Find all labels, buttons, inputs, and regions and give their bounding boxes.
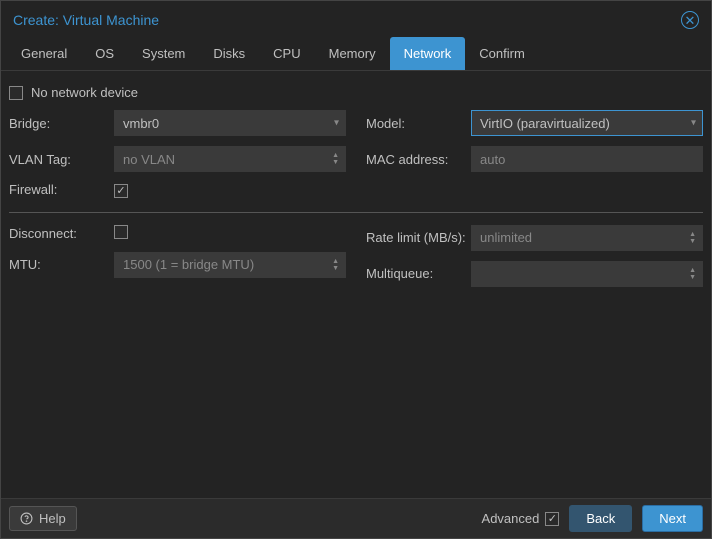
back-button[interactable]: Back — [569, 505, 632, 532]
model-row: Model: VirtIO (paravirtualized) ▾ — [366, 110, 703, 136]
mac-placeholder: auto — [480, 152, 505, 167]
firewall-checkbox[interactable] — [114, 184, 128, 198]
model-value: VirtIO (paravirtualized) — [480, 116, 610, 131]
form-columns-bottom: Disconnect: MTU: 1500 (1 = bridge MTU) ▲… — [9, 225, 703, 297]
ratelimit-placeholder: unlimited — [480, 230, 532, 245]
mtu-row: MTU: 1500 (1 = bridge MTU) ▲▼ — [9, 252, 346, 278]
tab-system[interactable]: System — [128, 37, 199, 70]
tab-disks[interactable]: Disks — [199, 37, 259, 70]
tab-memory[interactable]: Memory — [315, 37, 390, 70]
help-label: Help — [39, 511, 66, 526]
next-button[interactable]: Next — [642, 505, 703, 532]
tab-strip: General OS System Disks CPU Memory Netwo… — [1, 37, 711, 71]
no-network-label: No network device — [31, 85, 138, 100]
vlan-label: VLAN Tag: — [9, 152, 114, 167]
vlan-placeholder: no VLAN — [123, 152, 175, 167]
help-icon — [20, 512, 33, 525]
mtu-input[interactable]: 1500 (1 = bridge MTU) ▲▼ — [114, 252, 346, 278]
ratelimit-row: Rate limit (MB/s): unlimited ▲▼ — [366, 225, 703, 251]
disconnect-checkbox[interactable] — [114, 225, 128, 239]
multiqueue-input[interactable]: ▲▼ — [471, 261, 703, 287]
bridge-value: vmbr0 — [123, 116, 159, 131]
tab-general[interactable]: General — [7, 37, 81, 70]
mtu-placeholder: 1500 (1 = bridge MTU) — [123, 257, 254, 272]
bridge-label: Bridge: — [9, 116, 114, 131]
mtu-label: MTU: — [9, 257, 114, 272]
dialog-footer: Help Advanced Back Next — [1, 498, 711, 538]
separator — [9, 212, 703, 213]
bridge-select[interactable]: vmbr0 ▾ — [114, 110, 346, 136]
spinner-icon: ▲▼ — [689, 267, 696, 281]
spinner-icon: ▲▼ — [689, 231, 696, 245]
ratelimit-input[interactable]: unlimited ▲▼ — [471, 225, 703, 251]
col-left-top: Bridge: vmbr0 ▾ VLAN Tag: no VLAN ▲▼ — [9, 110, 346, 208]
mac-row: MAC address: auto — [366, 146, 703, 172]
create-vm-window: Create: Virtual Machine ✕ General OS Sys… — [0, 0, 712, 539]
model-label: Model: — [366, 116, 471, 131]
col-left-bottom: Disconnect: MTU: 1500 (1 = bridge MTU) ▲… — [9, 225, 346, 297]
disconnect-label: Disconnect: — [9, 226, 114, 241]
no-network-checkbox[interactable] — [9, 86, 23, 100]
advanced-label: Advanced — [482, 511, 540, 526]
close-icon[interactable]: ✕ — [681, 11, 699, 29]
disconnect-row: Disconnect: — [9, 225, 346, 242]
multiqueue-label: Multiqueue: — [366, 266, 471, 281]
multiqueue-row: Multiqueue: ▲▼ — [366, 261, 703, 287]
tab-cpu[interactable]: CPU — [259, 37, 314, 70]
model-select[interactable]: VirtIO (paravirtualized) ▾ — [471, 110, 703, 136]
spinner-icon: ▲▼ — [332, 258, 339, 272]
form-columns-top: Bridge: vmbr0 ▾ VLAN Tag: no VLAN ▲▼ — [9, 110, 703, 208]
ratelimit-label: Rate limit (MB/s): — [366, 230, 471, 245]
advanced-checkbox[interactable] — [545, 512, 559, 526]
help-button[interactable]: Help — [9, 506, 77, 531]
mac-label: MAC address: — [366, 152, 471, 167]
tab-confirm[interactable]: Confirm — [465, 37, 539, 70]
firewall-label: Firewall: — [9, 182, 114, 197]
window-title: Create: Virtual Machine — [13, 12, 159, 28]
spinner-icon: ▲▼ — [332, 152, 339, 166]
col-right-top: Model: VirtIO (paravirtualized) ▾ MAC ad… — [366, 110, 703, 208]
chevron-down-icon: ▾ — [334, 118, 339, 129]
firewall-row: Firewall: — [9, 182, 346, 198]
chevron-down-icon: ▾ — [691, 118, 696, 129]
bridge-row: Bridge: vmbr0 ▾ — [9, 110, 346, 136]
mac-input[interactable]: auto — [471, 146, 703, 172]
tab-os[interactable]: OS — [81, 37, 128, 70]
advanced-toggle[interactable]: Advanced — [482, 511, 560, 526]
tab-network[interactable]: Network — [390, 37, 466, 70]
vlan-row: VLAN Tag: no VLAN ▲▼ — [9, 146, 346, 172]
titlebar: Create: Virtual Machine ✕ — [1, 1, 711, 37]
col-right-bottom: Rate limit (MB/s): unlimited ▲▼ Multique… — [366, 225, 703, 297]
no-network-row: No network device — [9, 81, 703, 110]
dialog-body: No network device Bridge: vmbr0 ▾ VLAN T… — [1, 71, 711, 498]
vlan-input[interactable]: no VLAN ▲▼ — [114, 146, 346, 172]
